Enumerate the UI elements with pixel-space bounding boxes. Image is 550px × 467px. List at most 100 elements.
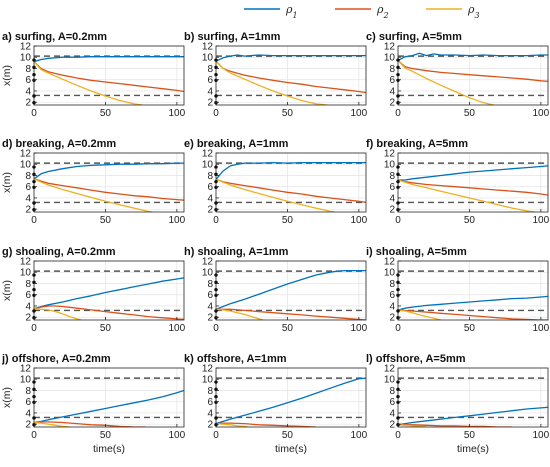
series-line-ρ3 [398, 179, 536, 212]
series-line-ρ1 [216, 269, 366, 310]
y-tick-label: 6 [389, 290, 395, 301]
x-tick-label: 100 [169, 215, 186, 226]
x-tick-label: 0 [395, 430, 401, 441]
y-tick-label: 8 [207, 386, 213, 397]
series-line-ρ2 [398, 179, 548, 196]
y-tick-label: 6 [389, 75, 395, 86]
x-tick-label: 100 [533, 108, 550, 119]
x-tick-label: 0 [31, 323, 37, 334]
y-tick-label: 4 [207, 86, 213, 97]
y-tick-label: 4 [25, 301, 31, 312]
series-line-ρ1 [398, 165, 548, 181]
x-tick-label: 100 [169, 430, 186, 441]
y-axis-label: x(m) [1, 280, 13, 301]
x-tick-label: 100 [533, 215, 550, 226]
y-tick-label: 12 [384, 42, 396, 53]
series-line-ρ3 [216, 422, 248, 427]
y-tick-label: 6 [389, 397, 395, 408]
x-tick-label: 100 [351, 215, 368, 226]
x-tick-label: 100 [351, 323, 368, 334]
axes-frame [215, 260, 367, 321]
y-tick-label: 6 [207, 75, 213, 86]
axes-frame [397, 367, 549, 428]
x-tick-label: 50 [464, 323, 476, 334]
x-tick-label: 100 [533, 430, 550, 441]
x-tick-label: 0 [213, 323, 219, 334]
y-tick-label: 4 [25, 86, 31, 97]
y-tick-label: 12 [384, 149, 396, 160]
panel-title: e) breaking, A=1mm [184, 138, 289, 150]
y-tick-label: 2 [389, 205, 395, 216]
y-tick-label: 10 [20, 160, 32, 171]
x-tick-label: 50 [464, 430, 476, 441]
y-tick-label: 10 [202, 53, 214, 64]
y-tick-label: 12 [384, 257, 396, 268]
y-tick-label: 8 [389, 279, 395, 290]
axes-frame [33, 152, 185, 213]
x-tick-label: 50 [100, 430, 112, 441]
panel-title: j) offshore, A=0.2mm [1, 353, 111, 365]
y-tick-label: 6 [389, 182, 395, 193]
y-tick-label: 10 [384, 53, 396, 64]
y-tick-label: 8 [207, 64, 213, 75]
series-line-ρ3 [34, 308, 82, 320]
x-tick-label: 0 [395, 108, 401, 119]
y-tick-label: 6 [207, 397, 213, 408]
y-tick-label: 4 [389, 408, 395, 419]
axes-frame [397, 260, 549, 321]
y-tick-label: 12 [20, 364, 32, 375]
panel-title: b) surfing, A=1mm [184, 31, 281, 43]
axes-frame [33, 260, 185, 321]
y-tick-label: 12 [384, 364, 396, 375]
y-tick-label: 2 [25, 205, 31, 216]
y-tick-label: 8 [389, 171, 395, 182]
panel-title: a) surfing, A=0.2mm [2, 31, 107, 43]
series-line-ρ3 [216, 308, 264, 320]
x-axis-label: time(s) [457, 443, 489, 455]
y-tick-label: 12 [20, 42, 32, 53]
series-line-ρ3 [398, 309, 442, 320]
x-tick-label: 50 [100, 108, 112, 119]
series-line-ρ1 [398, 295, 548, 311]
y-tick-label: 4 [207, 301, 213, 312]
series-line-ρ1 [216, 54, 366, 62]
y-tick-label: 4 [25, 193, 31, 204]
y-axis-label: x(m) [1, 387, 13, 408]
y-tick-label: 4 [207, 193, 213, 204]
panel-title: d) breaking, A=0.2mm [2, 138, 116, 150]
x-tick-label: 0 [213, 430, 219, 441]
y-tick-label: 4 [207, 408, 213, 419]
axes-frame [33, 45, 185, 106]
y-tick-label: 6 [207, 290, 213, 301]
y-tick-label: 10 [202, 268, 214, 279]
y-tick-label: 2 [389, 313, 395, 324]
y-tick-label: 2 [389, 98, 395, 109]
y-tick-label: 4 [25, 408, 31, 419]
panel-title: h) shoaling, A=1mm [184, 246, 289, 258]
series-line-ρ1 [34, 162, 184, 180]
x-tick-label: 0 [31, 215, 37, 226]
y-tick-label: 2 [207, 313, 213, 324]
y-tick-label: 2 [207, 205, 213, 216]
panel-title: g) shoaling, A=0.2mm [2, 246, 116, 258]
y-tick-label: 8 [207, 279, 213, 290]
y-tick-label: 2 [25, 313, 31, 324]
series-line-ρ2 [398, 309, 548, 320]
y-tick-label: 12 [202, 364, 214, 375]
y-tick-label: 10 [20, 268, 32, 279]
x-axis-label: time(s) [93, 443, 125, 455]
x-axis-label: time(s) [275, 443, 307, 455]
series-line-ρ3 [34, 178, 153, 212]
panel-title: i) shoaling, A=5mm [366, 246, 467, 258]
x-tick-label: 50 [282, 108, 294, 119]
x-tick-label: 50 [464, 215, 476, 226]
y-tick-label: 6 [25, 75, 31, 86]
panel-title: c) surfing, A=5mm [366, 31, 462, 43]
x-tick-label: 0 [213, 215, 219, 226]
